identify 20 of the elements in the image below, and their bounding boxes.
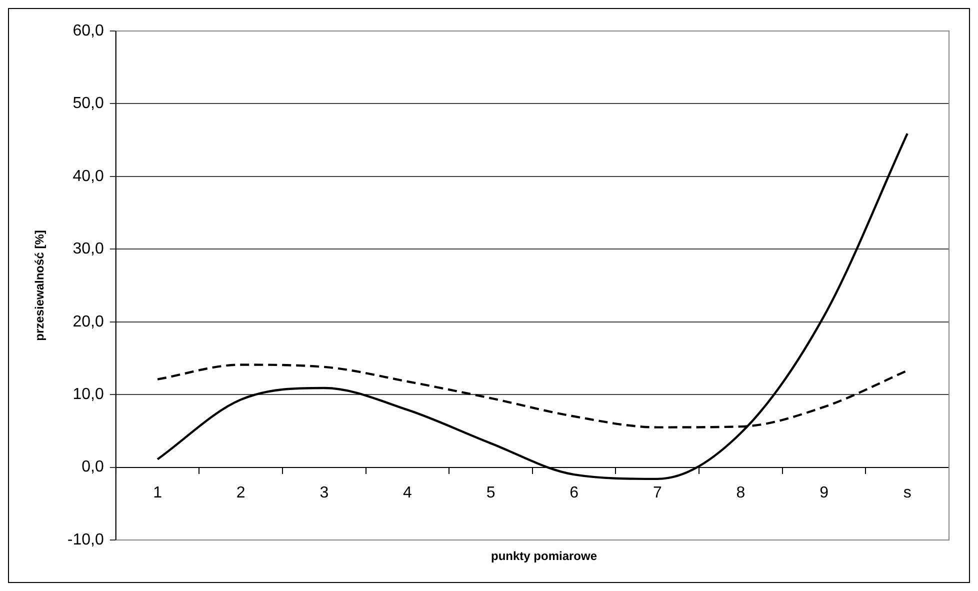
y-tick-label: 50,0: [72, 95, 104, 112]
x-tick-label: 1: [153, 484, 162, 502]
y-tick-label: 60,0: [72, 22, 104, 40]
y-axis-title: przesiewalność [%]: [32, 230, 47, 341]
x-tick-label: 5: [486, 484, 496, 502]
x-tick-label: 2: [236, 484, 246, 502]
x-tick-label: 8: [736, 484, 746, 502]
x-tick-label: 6: [570, 484, 579, 502]
y-tick-label: 30,0: [72, 240, 104, 258]
y-tick-label: 10,0: [72, 386, 104, 403]
x-tick-label: 9: [820, 484, 829, 502]
y-tick-label: -10,0: [67, 531, 104, 548]
x-tick-label: 3: [320, 484, 329, 502]
x-tick-label: 4: [403, 484, 412, 502]
y-tick-label: 0,0: [82, 458, 104, 476]
y-tick-label: 20,0: [72, 313, 104, 330]
x-axis-title: punkty pomiarowe: [490, 549, 598, 563]
x-tick-label: s: [903, 484, 912, 502]
y-tick-label: 40,0: [72, 168, 104, 185]
x-tick-label: 7: [652, 484, 662, 502]
